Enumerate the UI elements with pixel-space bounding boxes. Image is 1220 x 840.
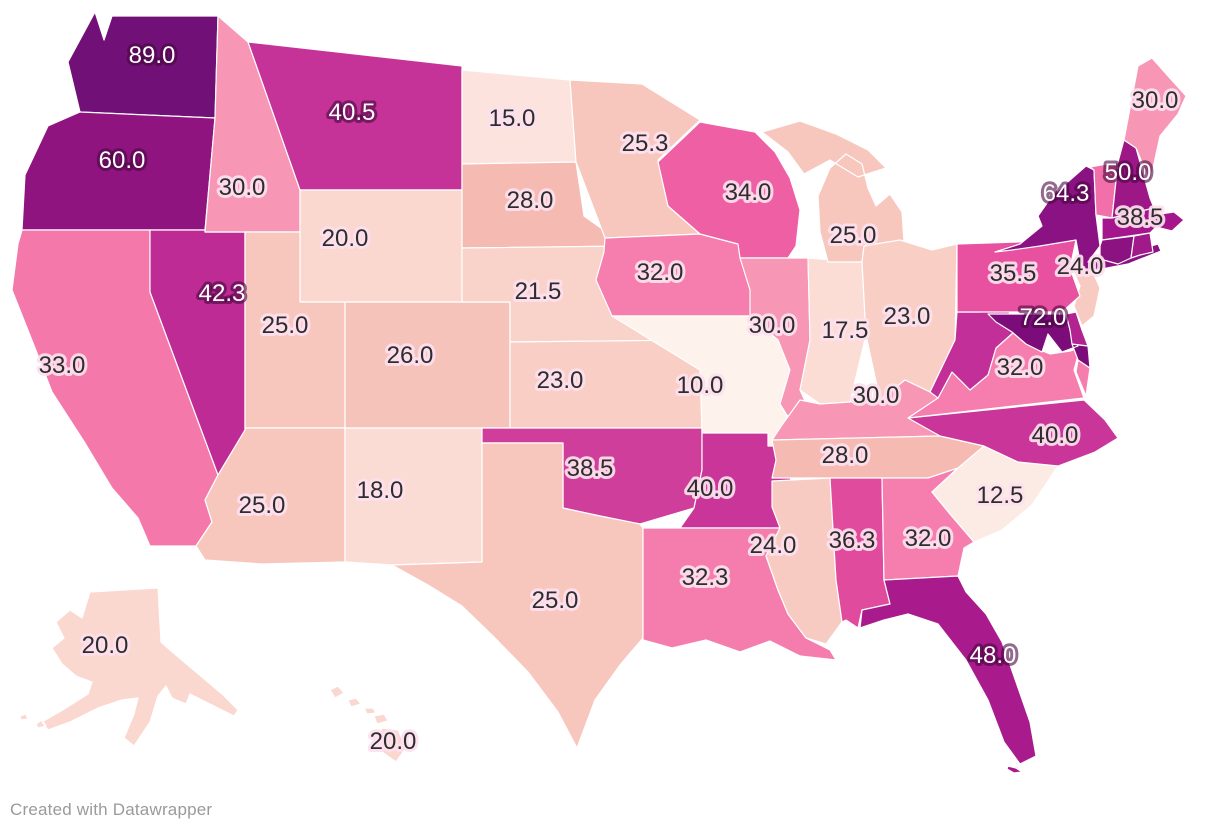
state-value-label-FL: 48.0 — [970, 642, 1017, 669]
state-value-label-MS: 24.0 — [750, 532, 797, 559]
state-TX[interactable] — [391, 442, 644, 749]
state-NC[interactable] — [907, 399, 1119, 467]
state-value-label-CO: 26.0 — [387, 342, 434, 369]
state-value-label-LA: 32.3 — [682, 564, 729, 591]
state-value-label-ID: 30.0 — [219, 174, 266, 201]
state-value-label-NY: 64.3 — [1043, 180, 1090, 207]
state-value-label-NM: 18.0 — [357, 477, 404, 504]
state-value-label-MI: 25.0 — [830, 222, 877, 249]
state-value-label-NE: 21.5 — [515, 278, 562, 305]
state-value-label-MO: 10.0 — [677, 372, 724, 399]
state-value-label-SD: 28.0 — [507, 187, 554, 214]
state-value-label-WI: 34.0 — [725, 179, 772, 206]
state-value-label-OH: 23.0 — [884, 303, 931, 330]
state-value-label-VA: 32.0 — [997, 354, 1044, 381]
attribution-bar: Created with Datawrapper — [10, 800, 1210, 820]
state-value-label-PA: 35.5 — [990, 260, 1037, 287]
state-value-label-KY: 30.0 — [853, 382, 900, 409]
state-value-label-ND: 15.0 — [489, 105, 536, 132]
state-value-label-MD: 72.0 — [1020, 304, 1067, 331]
datawrapper-credit: Created with Datawrapper — [10, 800, 213, 819]
state-value-label-SC: 12.5 — [977, 482, 1024, 509]
state-WI[interactable] — [657, 121, 801, 259]
state-value-label-IL: 30.0 — [749, 312, 796, 339]
state-NJ[interactable] — [1071, 261, 1101, 327]
state-value-label-OK: 38.5 — [567, 455, 614, 482]
state-value-label-TN: 28.0 — [822, 442, 869, 469]
state-value-label-MT: 40.5 — [329, 99, 376, 126]
state-MA[interactable] — [1101, 207, 1185, 241]
state-value-label-NV: 42.3 — [199, 280, 246, 307]
state-value-label-WY: 20.0 — [322, 225, 369, 252]
state-NY[interactable] — [994, 165, 1162, 273]
state-value-label-NJ: 24.0 — [1057, 253, 1104, 280]
state-value-label-HI: 20.0 — [370, 728, 417, 755]
state-VT[interactable] — [1089, 161, 1119, 219]
state-AZ[interactable] — [195, 427, 346, 565]
state-value-label-MN: 25.3 — [622, 130, 669, 157]
state-FL[interactable] — [859, 575, 1037, 774]
state-ME[interactable] — [1123, 57, 1187, 183]
state-value-label-AK: 20.0 — [82, 632, 129, 659]
us-choropleth-map: 89.0 60.0 33.0 42.3 30.0 40.5 20.0 25.0 25.0 18.0… — [11, 11, 1187, 774]
state-value-label-AL: 36.3 — [829, 527, 876, 554]
state-value-label-IA: 32.0 — [637, 259, 684, 286]
state-value-label-OR: 60.0 — [99, 147, 146, 174]
state-value-label-NC: 40.0 — [1032, 422, 1079, 449]
state-HI[interactable] — [329, 685, 407, 763]
state-value-label-NH: 50.0 — [1105, 159, 1152, 186]
state-value-label-AZ: 25.0 — [239, 492, 286, 519]
state-value-label-GA: 32.0 — [905, 525, 952, 552]
state-value-label-KS: 23.0 — [537, 367, 584, 394]
state-value-label-UT: 25.0 — [262, 312, 309, 339]
state-value-label-MA: 38.5 — [1117, 204, 1164, 231]
state-value-label-TX: 25.0 — [532, 587, 579, 614]
state-value-label-ME: 30.0 — [1132, 87, 1179, 114]
state-value-label-IN: 17.5 — [822, 317, 869, 344]
state-value-label-CA: 33.0 — [39, 352, 86, 379]
state-value-label-WA: 89.0 — [129, 42, 176, 69]
state-RI[interactable] — [1130, 232, 1154, 259]
state-AK[interactable] — [19, 587, 239, 747]
map-canvas: 89.0 60.0 33.0 42.3 30.0 40.5 20.0 25.0 25.0 18.0… — [11, 11, 1187, 774]
state-value-label-AR: 40.0 — [687, 475, 734, 502]
